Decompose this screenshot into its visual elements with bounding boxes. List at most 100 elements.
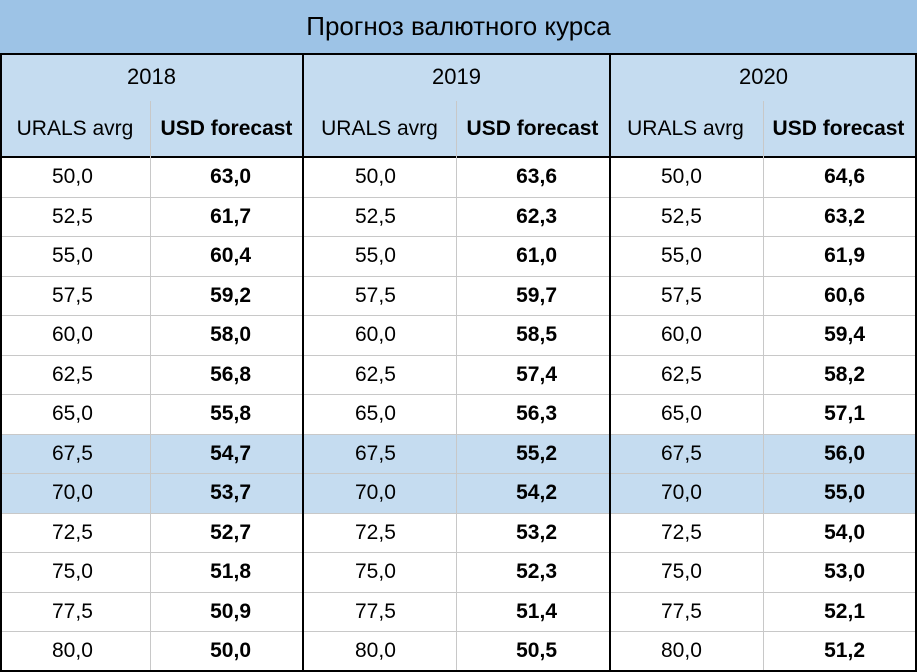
table-row: 67,5 54,7 67,5 55,2 67,5 56,0 <box>0 434 917 474</box>
urals-cell-2018: 57,5 <box>52 283 93 307</box>
urals-cell-2019: 62,5 <box>355 362 396 386</box>
usd-cell-2020: 57,1 <box>824 402 865 426</box>
urals-cell-2018: 70,0 <box>52 481 93 505</box>
urals-cell-2020: 70,0 <box>661 481 702 505</box>
table-row: 75,0 51,8 75,0 52,3 75,0 53,0 <box>0 553 917 593</box>
urals-cell-2018: 65,0 <box>52 402 93 426</box>
urals-cell-2018: 60,0 <box>52 323 93 347</box>
urals-cell-2019: 55,0 <box>355 244 396 268</box>
urals-cell-2018: 72,5 <box>52 520 93 544</box>
table-row: 77,5 50,9 77,5 51,4 77,5 52,1 <box>0 593 917 632</box>
usd-cell-2020: 63,2 <box>824 204 865 228</box>
usd-cell-2018: 50,9 <box>210 599 251 623</box>
usd-cell-2020: 51,2 <box>824 639 865 663</box>
usd-header-2020: USD forecast <box>772 116 905 140</box>
divider-2018-inner <box>150 101 151 672</box>
usd-cell-2018: 59,2 <box>210 283 251 307</box>
urals-cell-2020: 52,5 <box>661 204 702 228</box>
urals-cell-2020: 57,5 <box>661 283 702 307</box>
table-row: 80,0 50,0 80,0 50,5 80,0 51,2 <box>0 632 917 672</box>
usd-cell-2019: 63,6 <box>516 165 557 189</box>
usd-cell-2018: 53,7 <box>210 481 251 505</box>
usd-cell-2018: 63,0 <box>210 165 251 189</box>
usd-cell-2018: 55,8 <box>210 402 251 426</box>
table-row: 55,0 60,4 55,0 61,0 55,0 61,9 <box>0 237 917 277</box>
urals-cell-2020: 72,5 <box>661 520 702 544</box>
year-2020-header: 2020 <box>739 64 788 89</box>
usd-cell-2018: 61,7 <box>210 204 251 228</box>
urals-cell-2020: 80,0 <box>661 639 702 663</box>
usd-cell-2020: 54,0 <box>824 520 865 544</box>
usd-cell-2020: 56,0 <box>824 441 865 465</box>
divider-2018-2019 <box>302 53 304 672</box>
table-row: 57,5 59,2 57,5 59,7 57,5 60,6 <box>0 277 917 316</box>
usd-cell-2020: 55,0 <box>824 481 865 505</box>
urals-cell-2018: 50,0 <box>52 165 93 189</box>
usd-cell-2019: 52,3 <box>516 560 557 584</box>
usd-cell-2018: 54,7 <box>210 441 251 465</box>
urals-header-2018: URALS avrg <box>16 116 134 140</box>
usd-cell-2019: 53,2 <box>516 520 557 544</box>
urals-cell-2020: 60,0 <box>661 323 702 347</box>
urals-cell-2020: 50,0 <box>661 165 702 189</box>
urals-cell-2018: 80,0 <box>52 639 93 663</box>
urals-cell-2020: 67,5 <box>661 441 702 465</box>
table-row: 65,0 55,8 65,0 56,3 65,0 57,1 <box>0 395 917 435</box>
usd-cell-2019: 59,7 <box>516 283 557 307</box>
usd-cell-2019: 62,3 <box>516 204 557 228</box>
column-header-row: URALS avrg USD forecast URALS avrg USD f… <box>0 101 917 158</box>
usd-cell-2018: 51,8 <box>210 560 251 584</box>
urals-cell-2019: 80,0 <box>355 639 396 663</box>
table-row: 72,5 52,7 72,5 53,2 72,5 54,0 <box>0 514 917 553</box>
urals-cell-2020: 77,5 <box>661 599 702 623</box>
urals-cell-2020: 75,0 <box>661 560 702 584</box>
usd-cell-2018: 52,7 <box>210 520 251 544</box>
urals-cell-2020: 65,0 <box>661 402 702 426</box>
usd-cell-2018: 58,0 <box>210 323 251 347</box>
usd-cell-2020: 60,6 <box>824 283 865 307</box>
usd-cell-2020: 53,0 <box>824 560 865 584</box>
usd-cell-2019: 55,2 <box>516 441 557 465</box>
urals-cell-2019: 77,5 <box>355 599 396 623</box>
usd-cell-2019: 50,5 <box>516 639 557 663</box>
urals-cell-2019: 65,0 <box>355 402 396 426</box>
table-body: 50,0 63,0 50,0 63,6 50,0 64,6 52,5 61,7 52,5 62,3… <box>0 158 917 672</box>
table-row: 50,0 63,0 50,0 63,6 50,0 64,6 <box>0 158 917 198</box>
urals-cell-2019: 52,5 <box>355 204 396 228</box>
urals-cell-2018: 62,5 <box>52 362 93 386</box>
urals-cell-2018: 55,0 <box>52 244 93 268</box>
urals-cell-2019: 50,0 <box>355 165 396 189</box>
urals-cell-2018: 52,5 <box>52 204 93 228</box>
usd-cell-2019: 54,2 <box>516 481 557 505</box>
table-row: 70,0 53,7 70,0 54,2 70,0 55,0 <box>0 474 917 514</box>
usd-cell-2018: 56,8 <box>210 362 251 386</box>
table-row: 52,5 61,7 52,5 62,3 52,5 63,2 <box>0 198 917 237</box>
divider-2019-2020 <box>609 53 611 672</box>
usd-cell-2019: 51,4 <box>516 599 557 623</box>
urals-header-2019: URALS avrg <box>321 116 438 140</box>
usd-cell-2018: 60,4 <box>210 244 251 268</box>
table-row: 60,0 58,0 60,0 58,5 60,0 59,4 <box>0 316 917 356</box>
year-2019-header: 2019 <box>432 64 481 89</box>
divider-2019-inner <box>456 101 457 672</box>
year-header-row: 2018 2019 2020 <box>0 53 917 101</box>
table-row: 62,5 56,8 62,5 57,4 62,5 58,2 <box>0 356 917 395</box>
urals-cell-2018: 77,5 <box>52 599 93 623</box>
urals-cell-2018: 75,0 <box>52 560 93 584</box>
usd-cell-2018: 50,0 <box>210 639 251 663</box>
urals-cell-2019: 60,0 <box>355 323 396 347</box>
usd-header-2019: USD forecast <box>466 116 599 140</box>
urals-cell-2019: 67,5 <box>355 441 396 465</box>
urals-cell-2019: 75,0 <box>355 560 396 584</box>
table-title: Прогноз валютного курса <box>0 0 917 53</box>
year-2018-header: 2018 <box>127 64 176 89</box>
usd-cell-2020: 64,6 <box>824 165 865 189</box>
urals-cell-2019: 57,5 <box>355 283 396 307</box>
usd-cell-2019: 58,5 <box>516 323 557 347</box>
usd-cell-2020: 52,1 <box>824 599 865 623</box>
usd-cell-2019: 56,3 <box>516 402 557 426</box>
usd-cell-2020: 58,2 <box>824 362 865 386</box>
urals-cell-2020: 62,5 <box>661 362 702 386</box>
usd-cell-2020: 61,9 <box>824 244 865 268</box>
